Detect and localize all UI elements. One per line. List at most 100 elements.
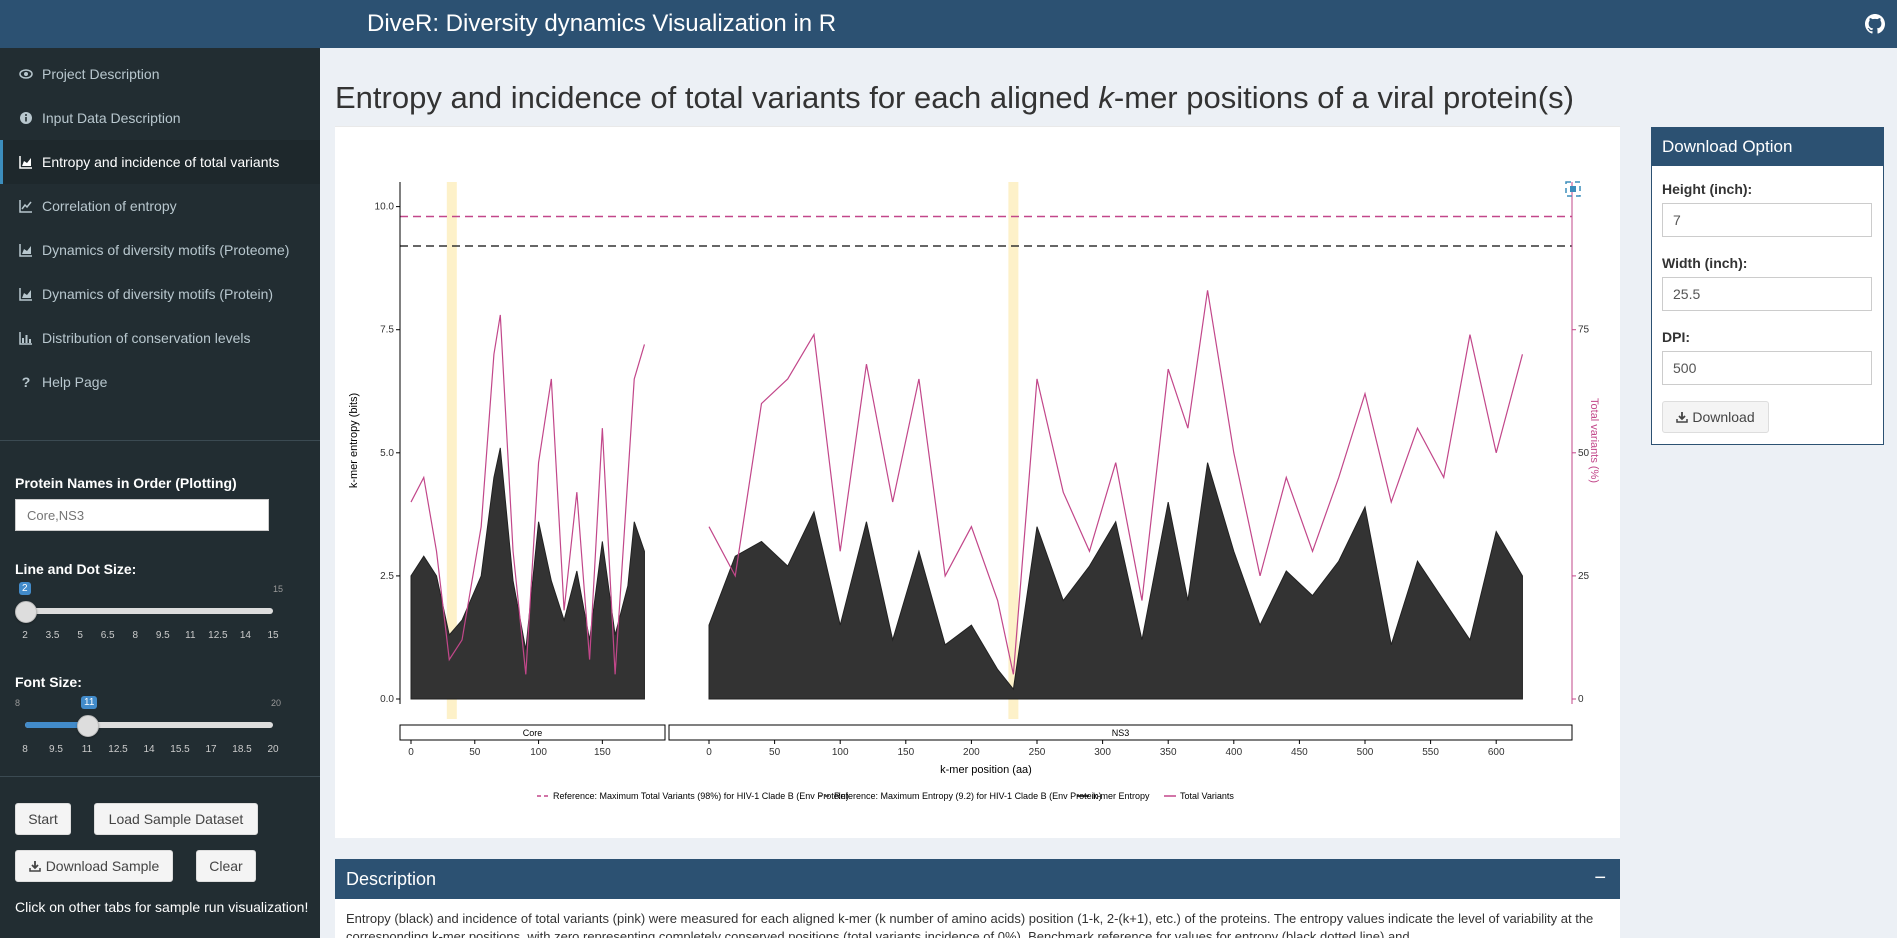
slider-tick-label: 11: [81, 744, 93, 755]
protein-names-label: Protein Names in Order (Plotting): [15, 475, 237, 491]
slider-tick-label: 12.5: [208, 630, 228, 641]
area-chart-icon: [18, 286, 34, 302]
slider-tick-label: 20: [267, 744, 279, 755]
page-title-part: -mer positions of a viral protein(s): [1113, 80, 1574, 115]
x-tick-label: 300: [1094, 747, 1111, 758]
slider-handle[interactable]: [15, 601, 37, 623]
slider-handle[interactable]: [77, 715, 99, 737]
download-icon: [28, 860, 41, 872]
description-title: Description: [346, 868, 437, 889]
y-tick-label: 7.5: [380, 325, 394, 336]
protein-names-input[interactable]: [15, 499, 269, 531]
sidebar-item-label: Help Page: [42, 374, 108, 390]
slider-ticks: 8 9.5 11 12.5 14 15.5 17 18.5 20: [15, 744, 283, 758]
download-button[interactable]: Download: [1662, 401, 1769, 433]
x-tick-label: 400: [1225, 747, 1242, 758]
slider-tick-label: 15.5: [170, 744, 190, 755]
load-sample-button[interactable]: Load Sample Dataset: [94, 803, 258, 835]
x-tick-label: 150: [897, 747, 914, 758]
bar-chart-icon: [18, 330, 34, 346]
slider-track[interactable]: [25, 608, 273, 614]
facet-label: Core: [523, 728, 543, 738]
sidebar-item-entropy-incidence[interactable]: Entropy and incidence of total variants: [0, 140, 320, 184]
plot-container: 0.0 2.5 5.0 7.5 10.0 k-mer entropy (bits) 0 25 5…: [335, 126, 1620, 838]
width-label: Width (inch):: [1662, 255, 1748, 271]
question-icon: ?: [21, 374, 31, 390]
slider-fill: [25, 722, 87, 728]
facet-label: NS3: [1112, 728, 1130, 738]
legend-label: k-mer Entropy: [1093, 791, 1150, 801]
x-tick-label: 200: [963, 747, 980, 758]
download-icon: [1676, 411, 1689, 423]
slider-track[interactable]: [25, 722, 273, 728]
slider-tick-label: 3.5: [45, 630, 60, 641]
slider-tick-label: 2: [22, 630, 28, 641]
description-text: Entropy (black) and incidence of total v…: [346, 911, 1594, 938]
sidebar-item-motifs-proteome[interactable]: Dynamics of diversity motifs (Proteome): [0, 228, 320, 272]
sidebar-divider: [0, 440, 320, 441]
x-tick-label: 100: [832, 747, 849, 758]
slider-value-badge: 11: [81, 696, 98, 709]
sidebar-item-project-description[interactable]: Project Description: [0, 52, 320, 96]
clear-button[interactable]: Clear: [196, 850, 256, 882]
width-input[interactable]: [1662, 277, 1872, 311]
slider-tick-label: 8: [22, 744, 28, 755]
slider-tick-label: 9.5: [155, 630, 170, 641]
download-button-label: Download: [1692, 409, 1755, 425]
eye-icon: [18, 66, 34, 82]
x-tick-label: 100: [530, 747, 547, 758]
slider-tick-label: 6.5: [100, 630, 115, 641]
x-tick-label: 500: [1357, 747, 1374, 758]
sidebar-item-help-page[interactable]: ? Help Page: [0, 360, 320, 404]
sidebar-item-label: Input Data Description: [42, 110, 181, 126]
sidebar-menu: Project Description Input Data Descripti…: [0, 48, 320, 404]
x-tick-label: 600: [1488, 747, 1505, 758]
info-circle-icon: [18, 110, 34, 126]
total-variants-line: [708, 290, 1524, 675]
x-tick-label: 550: [1422, 747, 1439, 758]
sidebar-item-input-data-description[interactable]: Input Data Description: [0, 96, 320, 140]
dpi-input[interactable]: [1662, 351, 1872, 385]
expand-icon[interactable]: [1565, 181, 1581, 197]
area-chart-icon: [18, 242, 34, 258]
slider-tick-label: 11: [185, 630, 196, 641]
y-axis-label: k-mer entropy (bits): [348, 393, 360, 488]
y-tick-label: 0.0: [380, 694, 394, 705]
y-tick-label: 5.0: [380, 448, 394, 459]
sidebar-item-correlation-entropy[interactable]: Correlation of entropy: [0, 184, 320, 228]
font-size-slider[interactable]: 8 20 11 8 9.5 11 12.5 14 15.5 17 18.5 20: [15, 680, 283, 755]
entropy-area: [410, 447, 645, 700]
height-input[interactable]: [1662, 203, 1872, 237]
slider-tick-label: 8: [132, 630, 138, 641]
sidebar-divider: [0, 776, 320, 777]
y2-axis-label: Total variants (%): [1588, 398, 1600, 483]
download-options-panel: Download Option Height (inch): Width (in…: [1651, 127, 1884, 445]
page-title-part: Entropy and incidence of total variants …: [335, 80, 1099, 115]
slider-min-label: 8: [15, 698, 21, 708]
dpi-label: DPI:: [1662, 329, 1690, 345]
start-button[interactable]: Start: [15, 803, 71, 835]
slider-tick-label: 14: [143, 744, 155, 755]
line-dot-size-slider[interactable]: 15 2 2 3.5 5 6.5 8 9.5 11 12.5 14 15: [15, 566, 284, 641]
sidebar: Project Description Input Data Descripti…: [0, 48, 320, 938]
sidebar-item-conservation-levels[interactable]: Distribution of conservation levels: [0, 316, 320, 360]
page-title: Entropy and incidence of total variants …: [335, 80, 1574, 116]
download-options-title: Download Option: [1652, 128, 1883, 166]
x-tick-label: 0: [408, 747, 414, 758]
github-icon[interactable]: [1865, 14, 1885, 34]
slider-tick-label: 14: [239, 630, 251, 641]
description-header: Description −: [335, 859, 1620, 899]
line-dot-size-label: Line and Dot Size:: [15, 561, 137, 577]
slider-max-label: 15: [273, 584, 284, 594]
y2-tick-label: 75: [1578, 325, 1590, 336]
download-sample-label: Download Sample: [45, 858, 160, 874]
top-header: DiveR: Diversity dynamics Visualization …: [0, 0, 1897, 48]
description-panel: Description − Entropy (black) and incide…: [335, 859, 1620, 938]
collapse-button[interactable]: −: [1594, 867, 1606, 889]
sidebar-note: Click on other tabs for sample run visua…: [15, 899, 309, 915]
sidebar-item-motifs-protein[interactable]: Dynamics of diversity motifs (Protein): [0, 272, 320, 316]
y2-tick-label: 25: [1578, 571, 1590, 582]
download-sample-button[interactable]: Download Sample: [15, 850, 173, 882]
x-tick-label: 450: [1291, 747, 1308, 758]
entropy-chart: 0.0 2.5 5.0 7.5 10.0 k-mer entropy (bits) 0 25 5…: [348, 181, 1600, 801]
